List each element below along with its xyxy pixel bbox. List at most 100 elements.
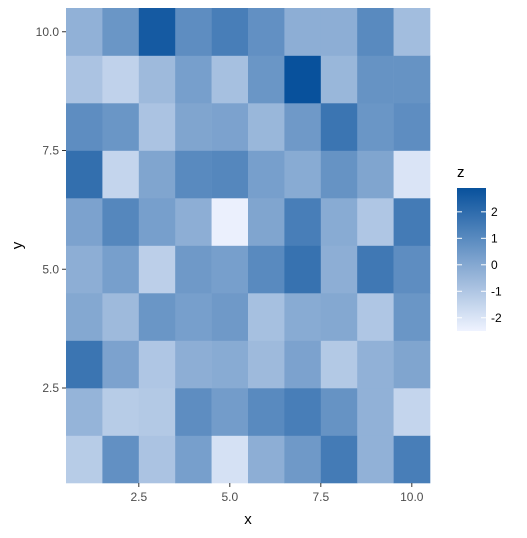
- heatmap-tile: [102, 340, 140, 389]
- x-tick-label: 2.5: [130, 490, 147, 504]
- heatmap-tile: [320, 245, 358, 294]
- x-tick-label: 7.5: [312, 490, 329, 504]
- y-axis-label: y: [9, 241, 26, 249]
- heatmap-tile: [357, 435, 394, 484]
- heatmap-tile: [357, 55, 394, 104]
- heatmap-tile: [102, 388, 140, 436]
- y-tick-label: 10.0: [36, 25, 60, 39]
- heatmap-tile: [66, 8, 103, 56]
- heatmap-tile: [211, 245, 249, 294]
- heatmap-tile: [175, 8, 212, 56]
- heatmap-tile: [393, 388, 431, 436]
- heatmap-tile: [393, 293, 431, 341]
- heatmap-tile: [175, 435, 212, 484]
- legend-colorbar: [457, 188, 486, 331]
- heatmap-tile: [357, 245, 394, 294]
- heatmap-tile: [284, 150, 322, 199]
- legend-tick-label: -1: [491, 284, 502, 298]
- heatmap-tile: [284, 340, 322, 389]
- heatmap-tile: [248, 293, 285, 341]
- x-axis-label: x: [244, 511, 252, 528]
- heatmap-tile: [138, 8, 176, 56]
- heatmap-tile: [393, 245, 431, 294]
- heatmap-tile: [357, 8, 394, 56]
- heatmap-tile: [284, 103, 322, 151]
- heatmap-tile: [175, 340, 212, 389]
- legend-tick-label: 1: [491, 231, 498, 245]
- heatmap-tile: [248, 340, 285, 389]
- heatmap-tile: [175, 293, 212, 341]
- heatmap-tile: [320, 388, 358, 436]
- heatmap-tile: [211, 293, 249, 341]
- heatmap-tile: [175, 245, 212, 294]
- heatmap-tile: [102, 293, 140, 341]
- heatmap-tile: [393, 55, 431, 104]
- heatmap-tile: [248, 435, 285, 484]
- heatmap-tile: [357, 150, 394, 199]
- heatmap-tile: [211, 8, 249, 56]
- heatmap-tile: [175, 55, 212, 104]
- heatmap-tile: [284, 55, 322, 104]
- heatmap-tile: [66, 293, 103, 341]
- heatmap-tile: [66, 55, 103, 104]
- heatmap-tile: [102, 8, 140, 56]
- legend-tick-label: -2: [491, 311, 502, 325]
- heatmap-tile: [320, 8, 358, 56]
- y-tick-label: 2.5: [42, 381, 59, 395]
- heatmap-tile: [138, 55, 176, 104]
- heatmap-tile: [211, 103, 249, 151]
- heatmap-tile: [175, 388, 212, 436]
- heatmap-tile: [320, 103, 358, 151]
- heatmap-tile: [357, 340, 394, 389]
- heatmap-tile: [138, 435, 176, 484]
- heatmap-tile: [248, 150, 285, 199]
- heatmap-tile: [320, 150, 358, 199]
- x-tick-label: 5.0: [221, 490, 238, 504]
- heatmap-tile: [66, 198, 103, 246]
- heatmap-tile: [284, 293, 322, 341]
- heatmap-tile: [393, 435, 431, 484]
- y-tick-label: 5.0: [42, 262, 59, 276]
- heatmap-tile: [66, 245, 103, 294]
- heatmap-tile: [138, 388, 176, 436]
- y-tick-label: 7.5: [42, 144, 59, 158]
- heatmap-tile: [284, 388, 322, 436]
- heatmap-tile: [320, 340, 358, 389]
- heatmap-tile: [393, 150, 431, 199]
- legend-tick-label: 0: [491, 258, 498, 272]
- heatmap-tile: [138, 245, 176, 294]
- heatmap-tile: [320, 55, 358, 104]
- heatmap-tile: [138, 103, 176, 151]
- heatmap-tile: [211, 150, 249, 199]
- heatmap-tile: [138, 340, 176, 389]
- heatmap-tile: [102, 55, 140, 104]
- heatmap-tile: [211, 55, 249, 104]
- heatmap-tile: [248, 103, 285, 151]
- heatmap-tile: [248, 388, 285, 436]
- legend-title: z: [457, 164, 465, 181]
- heatmap-tile: [66, 103, 103, 151]
- heatmap-tile: [175, 103, 212, 151]
- axes: 2.5 5.0 7.5 10.0 2.5 5.0 7.5 10.0: [36, 25, 424, 504]
- heatmap-tile: [357, 103, 394, 151]
- heatmap-tile: [393, 340, 431, 389]
- heatmap-tile: [320, 293, 358, 341]
- heatmap-tile: [211, 435, 249, 484]
- heatmap-tile: [248, 8, 285, 56]
- heatmap-tile: [393, 8, 431, 56]
- heatmap-tile: [284, 8, 322, 56]
- heatmap-tile: [248, 245, 285, 294]
- heatmap-tile: [393, 198, 431, 246]
- heatmap-tile: [357, 293, 394, 341]
- heatmap-tile: [138, 198, 176, 246]
- legend-tick-label: 2: [491, 205, 498, 219]
- heatmap-tile: [66, 435, 103, 484]
- heatmap-tile: [393, 103, 431, 151]
- heatmap-tile: [320, 435, 358, 484]
- heatmap-tile: [175, 150, 212, 199]
- heatmap-tile: [211, 198, 249, 246]
- heatmap-tile: [102, 103, 140, 151]
- heatmap-tile: [211, 340, 249, 389]
- heatmap-tile: [284, 198, 322, 246]
- heatmap-tile: [320, 198, 358, 246]
